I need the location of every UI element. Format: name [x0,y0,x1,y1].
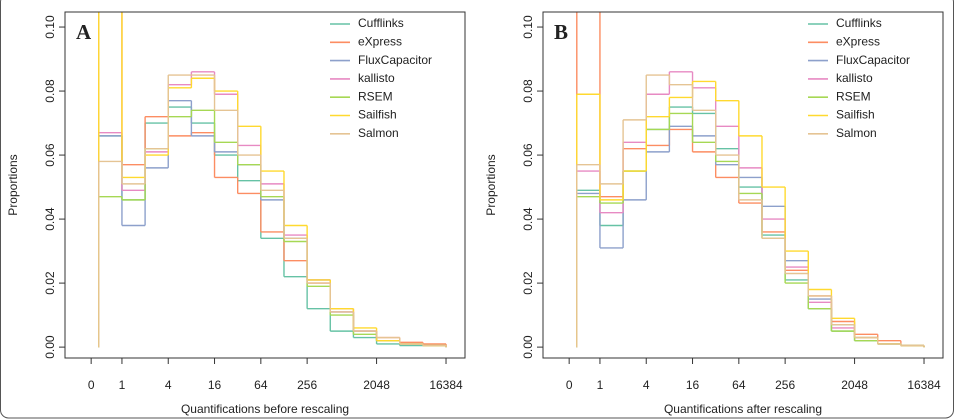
y-tick-label: 0.04 [43,207,57,231]
x-tick-label: 1 [119,378,126,392]
legend-label: Cufflinks [358,16,404,30]
legend-label: kallisto [836,71,873,85]
panel: 0.00 0.02 0.04 0.06 0.08 0.10 0 1 4 16 64 256 2048 16… [484,11,944,416]
y-axis-label: Proportions [6,154,20,215]
legend-label: Sailfish [358,108,397,122]
x-tick-label: 0 [88,378,95,392]
panel-label: A [76,20,92,44]
legend-label: Cufflinks [836,16,882,30]
legend-label: eXpress [358,34,402,48]
x-axis-label: Quantifications before rescaling [181,402,349,416]
y-tick-label: 0.08 [43,79,57,103]
x-axis-label: Quantifications after rescaling [664,402,822,416]
legend-label: kallisto [358,71,395,85]
legend-label: RSEM [836,89,871,103]
y-tick-label: 0.02 [521,271,535,295]
y-tick-label: 0.10 [521,15,535,39]
x-tick-label: 16 [686,378,700,392]
x-tick-label: 16384 [429,378,463,392]
legend-label: Sailfish [836,108,875,122]
y-tick-label: 0.00 [521,335,535,359]
panel: 0.00 0.02 0.04 0.06 0.08 0.10 0 1 4 16 64 256 2048 16… [6,11,466,416]
y-tick-label: 0.06 [43,143,57,167]
legend-label: Salmon [358,126,399,140]
legend-label: FluxCapacitor [836,53,910,67]
legend-label: RSEM [358,89,393,103]
y-tick-label: 0.00 [43,335,57,359]
x-tick-label: 4 [165,378,172,392]
x-tick-label: 64 [254,378,268,392]
x-tick-label: 16 [208,378,222,392]
x-tick-label: 1 [597,378,604,392]
y-tick-label: 0.06 [521,143,535,167]
y-tick-label: 0.08 [521,79,535,103]
plot-box [542,11,944,359]
y-tick-label: 0.10 [43,15,57,39]
x-tick-label: 2048 [363,378,390,392]
panel-label: B [554,20,568,44]
legend-label: eXpress [836,34,880,48]
plot-box [64,11,466,359]
x-tick-label: 0 [566,378,573,392]
plot-area [98,12,447,348]
x-tick-label: 2048 [841,378,868,392]
y-tick-label: 0.02 [43,271,57,295]
y-axis-label: Proportions [484,154,498,215]
x-tick-label: 4 [643,378,650,392]
legend-label: FluxCapacitor [358,53,432,67]
y-tick-label: 0.04 [521,207,535,231]
legend-label: Salmon [836,126,877,140]
x-tick-label: 256 [775,378,795,392]
x-tick-label: 16384 [907,378,941,392]
plot-area [576,12,925,348]
x-tick-label: 256 [297,378,317,392]
x-tick-label: 64 [732,378,746,392]
